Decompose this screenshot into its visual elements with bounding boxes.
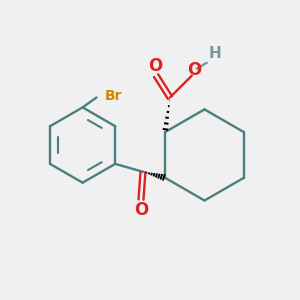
Text: O: O [134,201,148,219]
Text: H: H [208,46,221,62]
Text: Br: Br [104,88,122,103]
Text: O: O [188,61,202,79]
Text: O: O [148,57,162,75]
